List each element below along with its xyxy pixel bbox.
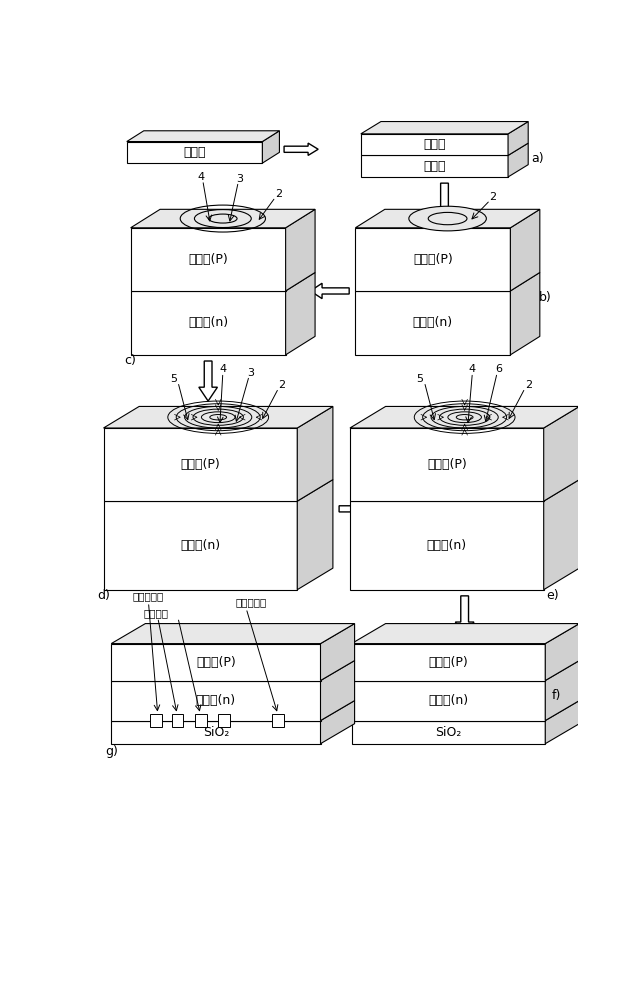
Text: e): e) xyxy=(547,589,559,602)
Ellipse shape xyxy=(428,212,467,225)
Polygon shape xyxy=(510,209,540,291)
Polygon shape xyxy=(361,122,528,134)
Polygon shape xyxy=(111,721,320,744)
Text: 硅衬底(P): 硅衬底(P) xyxy=(188,253,228,266)
Text: 4: 4 xyxy=(469,364,476,374)
Polygon shape xyxy=(103,428,297,501)
Text: c): c) xyxy=(125,354,137,367)
Text: 3: 3 xyxy=(247,368,254,378)
Polygon shape xyxy=(311,283,349,299)
Polygon shape xyxy=(508,122,528,155)
Polygon shape xyxy=(352,644,545,681)
Polygon shape xyxy=(356,291,510,355)
Text: 外延层: 外延层 xyxy=(423,160,446,173)
Polygon shape xyxy=(544,406,579,501)
Text: 6: 6 xyxy=(495,364,502,374)
Ellipse shape xyxy=(409,206,487,231)
Text: 外延层(n): 外延层(n) xyxy=(188,316,228,329)
Polygon shape xyxy=(356,228,510,291)
Polygon shape xyxy=(305,686,345,701)
Polygon shape xyxy=(126,131,279,142)
Text: d): d) xyxy=(97,589,110,602)
Polygon shape xyxy=(130,209,315,228)
Polygon shape xyxy=(352,721,545,744)
Polygon shape xyxy=(545,624,579,681)
Text: 5: 5 xyxy=(169,374,177,384)
Text: SiO₂: SiO₂ xyxy=(435,726,462,739)
Text: 硅衬底: 硅衬底 xyxy=(423,138,446,151)
Polygon shape xyxy=(320,701,354,744)
Polygon shape xyxy=(199,361,218,401)
Polygon shape xyxy=(352,624,579,644)
Polygon shape xyxy=(350,406,579,428)
Text: 硅衬底(P): 硅衬底(P) xyxy=(196,656,236,669)
Polygon shape xyxy=(436,183,453,220)
Polygon shape xyxy=(352,681,545,721)
Polygon shape xyxy=(286,272,315,355)
Polygon shape xyxy=(263,131,279,163)
Polygon shape xyxy=(130,291,286,355)
Text: 2: 2 xyxy=(525,380,532,390)
Text: 硅衬底(P): 硅衬底(P) xyxy=(427,458,467,471)
Text: 外延层(n): 外延层(n) xyxy=(413,316,453,329)
Text: b): b) xyxy=(539,291,551,304)
Text: 外延层(n): 外延层(n) xyxy=(196,694,236,707)
Text: 3: 3 xyxy=(236,174,243,184)
Polygon shape xyxy=(111,644,320,681)
Bar xyxy=(272,714,284,727)
Text: 硅衬底(P): 硅衬底(P) xyxy=(413,253,453,266)
Text: 发射区通孔: 发射区通孔 xyxy=(133,591,164,601)
Text: SiO₂: SiO₂ xyxy=(203,726,229,739)
Text: 外延层(n): 外延层(n) xyxy=(180,539,220,552)
Polygon shape xyxy=(103,501,297,590)
Polygon shape xyxy=(361,155,508,177)
Text: 集电区通孔: 集电区通孔 xyxy=(235,597,266,607)
Text: g): g) xyxy=(105,745,117,758)
Polygon shape xyxy=(361,134,508,155)
Text: 4: 4 xyxy=(198,172,205,182)
Polygon shape xyxy=(350,501,544,590)
Text: 硅衬底(P): 硅衬底(P) xyxy=(428,656,468,669)
Polygon shape xyxy=(510,272,540,355)
Polygon shape xyxy=(455,596,474,636)
Text: 外延层(n): 外延层(n) xyxy=(428,694,469,707)
Text: 外延层(n): 外延层(n) xyxy=(427,539,467,552)
Polygon shape xyxy=(297,480,333,590)
Text: 2: 2 xyxy=(275,189,282,199)
Text: f): f) xyxy=(552,689,562,702)
Polygon shape xyxy=(286,209,315,291)
Polygon shape xyxy=(356,209,540,228)
Polygon shape xyxy=(320,624,354,681)
Polygon shape xyxy=(111,624,354,644)
Polygon shape xyxy=(339,501,375,517)
Text: 2: 2 xyxy=(489,192,496,202)
Polygon shape xyxy=(320,661,354,721)
Text: 4: 4 xyxy=(220,364,227,374)
Text: a): a) xyxy=(531,152,544,165)
Polygon shape xyxy=(545,701,579,744)
Text: 5: 5 xyxy=(416,374,423,384)
Bar xyxy=(150,714,162,727)
Polygon shape xyxy=(130,228,286,291)
Bar xyxy=(195,714,207,727)
Text: 2: 2 xyxy=(278,380,285,390)
Text: 硅衬底: 硅衬底 xyxy=(184,146,206,159)
Polygon shape xyxy=(111,681,320,721)
Bar xyxy=(218,714,230,727)
Text: 基区通孔: 基区通孔 xyxy=(144,608,169,618)
Polygon shape xyxy=(508,143,528,177)
Bar xyxy=(171,714,184,727)
Polygon shape xyxy=(103,406,333,428)
Polygon shape xyxy=(297,406,333,501)
Text: 硅衬底(P): 硅衬底(P) xyxy=(180,458,220,471)
Polygon shape xyxy=(545,661,579,721)
Polygon shape xyxy=(126,142,263,163)
Polygon shape xyxy=(544,480,579,590)
Polygon shape xyxy=(350,428,544,501)
Polygon shape xyxy=(284,143,318,155)
